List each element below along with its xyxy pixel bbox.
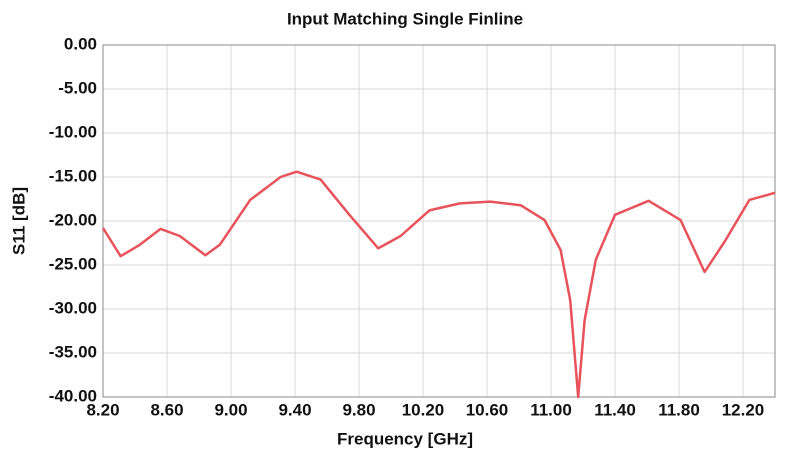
x-tick-label: 11.40 bbox=[594, 400, 636, 419]
y-tick-label: -10.00 bbox=[49, 122, 97, 141]
y-tick-label: -20.00 bbox=[49, 210, 97, 229]
x-tick-label: 9.40 bbox=[278, 400, 311, 419]
y-tick-label: -35.00 bbox=[49, 342, 97, 361]
x-axis-label: Frequency [GHz] bbox=[337, 429, 473, 448]
x-tick-label: 10.20 bbox=[402, 400, 445, 419]
x-tick-label: 9.00 bbox=[214, 400, 247, 419]
y-tick-label: 0.00 bbox=[64, 34, 97, 53]
x-tick-label: 11.80 bbox=[658, 400, 700, 419]
x-tick-label: 11.00 bbox=[530, 400, 572, 419]
y-tick-label: -15.00 bbox=[49, 166, 97, 185]
chart-title: Input Matching Single Finline bbox=[287, 9, 523, 28]
x-tick-label: 12.20 bbox=[722, 400, 765, 419]
y-tick-label: -25.00 bbox=[49, 254, 97, 273]
x-tick-label: 8.20 bbox=[86, 400, 119, 419]
series-line bbox=[101, 170, 776, 399]
plot-frame bbox=[102, 44, 776, 398]
y-tick-label: -30.00 bbox=[49, 298, 97, 317]
x-tick-label: 9.80 bbox=[342, 400, 375, 419]
y-axis-label: S11 [dB] bbox=[9, 187, 28, 255]
y-tick-label: -5.00 bbox=[58, 78, 97, 97]
y-tick-label: -40.00 bbox=[49, 386, 97, 405]
x-tick-label: 8.60 bbox=[150, 400, 183, 419]
x-tick-label: 10.60 bbox=[466, 400, 509, 419]
